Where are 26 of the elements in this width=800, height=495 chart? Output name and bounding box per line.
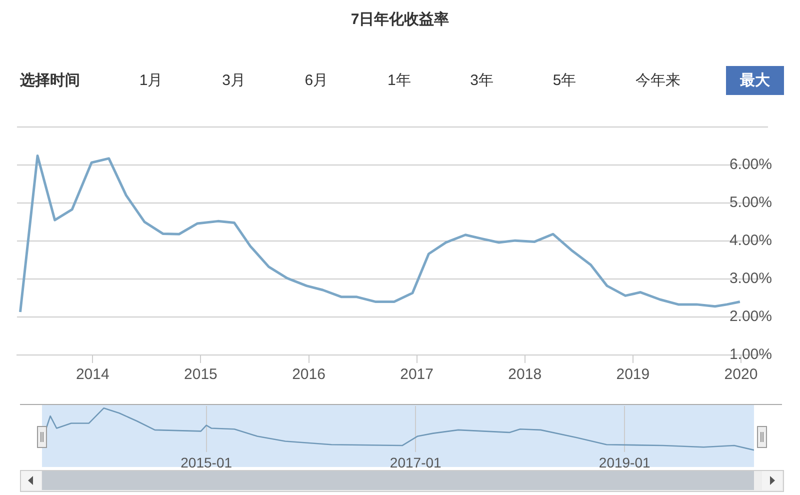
y-tick-label: 5.00% (729, 194, 772, 212)
text: 今年来 (634, 71, 682, 91)
text: 5年 (552, 71, 578, 91)
text: 1年 (386, 71, 412, 91)
text: 最大 (726, 66, 784, 95)
text: 1月 (138, 71, 164, 91)
text: 3月 (221, 71, 246, 91)
x-tick-label: 2017-01 (390, 454, 442, 470)
x-tick-label: 2017 (400, 366, 434, 384)
x-tick-label: 2020 (724, 366, 758, 384)
text: 6月 (304, 71, 330, 91)
y-tick-label: 4.00% (729, 232, 772, 250)
text: 选择时间 (19, 71, 81, 91)
chart-title: 7日年化收益率 (350, 10, 450, 29)
x-tick-label: 2018 (508, 366, 542, 384)
y-tick-label: 6.00% (729, 156, 772, 174)
x-tick-label: 2019 (616, 366, 650, 384)
x-tick-label: 2014 (76, 366, 110, 384)
x-tick-label: 2019-01 (598, 454, 650, 470)
text: 3年 (469, 71, 495, 91)
x-tick-label: 2015-01 (180, 454, 232, 470)
x-tick-label: 2016 (292, 366, 326, 384)
x-tick-label: 2015 (184, 366, 218, 384)
y-tick-label: 1.00% (729, 346, 772, 364)
y-tick-label: 2.00% (729, 308, 772, 326)
y-tick-label: 3.00% (729, 270, 772, 288)
